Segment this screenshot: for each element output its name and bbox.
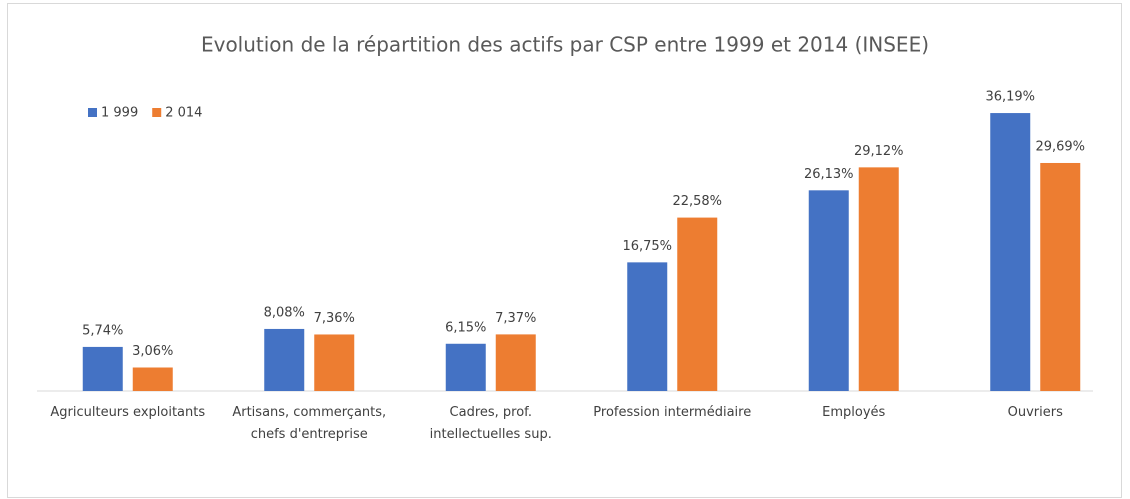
data-label: 29,12%	[854, 144, 904, 159]
data-label: 22,58%	[672, 194, 722, 209]
data-label: 16,75%	[622, 239, 672, 254]
data-label: 3,06%	[132, 344, 173, 359]
x-tick-label: Employés	[822, 405, 886, 420]
bar	[677, 217, 718, 391]
bar	[264, 328, 305, 391]
legend-swatch	[152, 108, 162, 117]
x-tick-label: Agriculteurs exploitants	[50, 405, 206, 420]
chart-title: Evolution de la répartition des actifs p…	[201, 33, 929, 57]
data-label: 8,08%	[264, 305, 305, 320]
x-tick-label: Artisans, commerçants, chefs d'entrepris…	[232, 405, 387, 442]
data-label: 7,37%	[495, 311, 536, 326]
data-label: 29,69%	[1035, 139, 1085, 154]
bar	[314, 334, 355, 391]
data-label: 6,15%	[445, 320, 486, 335]
bar	[990, 113, 1031, 392]
x-tick-label: Cadres, prof. intellectuelles sup.	[429, 405, 552, 442]
bar	[495, 334, 536, 391]
bar	[132, 367, 173, 391]
x-tick-label: Ouvriers	[1007, 405, 1063, 420]
x-tick-label: Profession intermédiaire	[593, 405, 752, 420]
chart-frame	[7, 3, 1122, 498]
bar	[627, 262, 668, 391]
bar	[445, 343, 486, 391]
bar	[808, 190, 849, 391]
legend-label: 2 014	[165, 106, 202, 121]
data-label: 5,74%	[82, 323, 123, 338]
bar	[82, 346, 123, 391]
bar	[858, 167, 899, 391]
data-label: 26,13%	[804, 167, 854, 182]
legend-swatch	[88, 108, 97, 117]
data-label: 7,36%	[314, 311, 355, 326]
legend-label: 1 999	[101, 106, 138, 121]
bar	[1040, 162, 1081, 391]
data-label: 36,19%	[985, 90, 1035, 105]
